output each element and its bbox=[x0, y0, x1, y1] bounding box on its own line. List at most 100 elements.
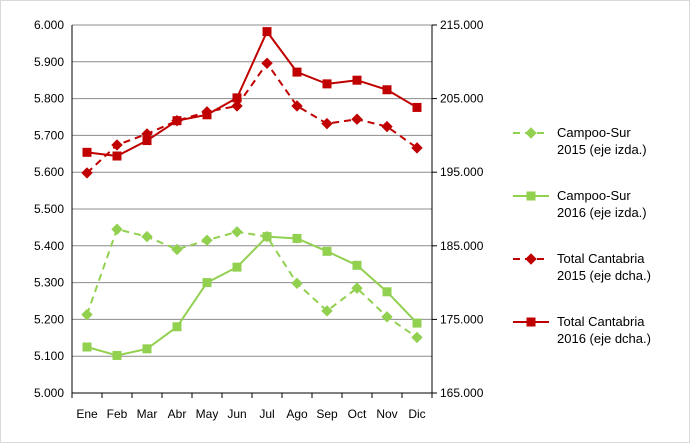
right-tick-label: 215.000 bbox=[440, 18, 484, 32]
data-point bbox=[321, 305, 333, 317]
data-point bbox=[322, 79, 332, 89]
x-tick-label: May bbox=[196, 407, 219, 421]
data-point bbox=[292, 67, 302, 77]
x-tick-label: Nov bbox=[376, 407, 397, 421]
series-line bbox=[86, 62, 418, 174]
series-line bbox=[86, 30, 418, 158]
data-point bbox=[112, 350, 122, 360]
x-tick-label: Jul bbox=[259, 407, 274, 421]
data-point bbox=[382, 287, 392, 297]
data-point bbox=[412, 102, 422, 112]
data-point bbox=[112, 151, 122, 161]
right-tick-label: 165.000 bbox=[440, 386, 484, 400]
left-tick-label: 5.600 bbox=[34, 165, 64, 179]
data-point bbox=[81, 308, 93, 321]
data-point bbox=[171, 243, 183, 256]
legend-entry: Campoo-Sur 2016 (eje izda.) bbox=[513, 188, 647, 220]
left-tick-label: 5.900 bbox=[34, 55, 64, 69]
legend-label: Total Cantabria bbox=[557, 314, 645, 329]
x-axis-ticks: Ene Feb Mar Abr May Jun Jul Ago Sep Oct Nov Dic bbox=[76, 407, 425, 421]
series-line bbox=[86, 228, 418, 339]
left-tick-label: 5.400 bbox=[34, 239, 64, 253]
data-point bbox=[201, 234, 213, 246]
legend-label: 2016 (eje dcha.) bbox=[557, 331, 651, 346]
left-tick-label: 5.700 bbox=[34, 128, 64, 142]
data-point bbox=[291, 277, 303, 290]
left-tick-label: 5.300 bbox=[34, 276, 64, 290]
legend-marker bbox=[526, 191, 536, 201]
axes bbox=[71, 24, 437, 398]
data-point bbox=[172, 116, 182, 126]
legend-label: 2015 (eje izda.) bbox=[557, 142, 647, 157]
data-point bbox=[231, 100, 243, 112]
data-point bbox=[352, 75, 362, 85]
data-point bbox=[261, 57, 273, 69]
data-point bbox=[262, 27, 272, 37]
legend: Campoo-Sur 2015 (eje izda.) Campoo-Sur 2016… bbox=[513, 125, 651, 346]
series-3 bbox=[81, 57, 423, 179]
data-point bbox=[142, 344, 152, 354]
data-point bbox=[291, 100, 303, 112]
data-point bbox=[351, 282, 363, 294]
x-tick-label: Ene bbox=[76, 407, 98, 421]
data-point bbox=[352, 260, 362, 270]
left-tick-label: 5.200 bbox=[34, 312, 64, 326]
data-point bbox=[292, 233, 302, 243]
legend-label: 2015 (eje dcha.) bbox=[557, 268, 651, 283]
data-point bbox=[82, 147, 92, 157]
right-tick-label: 205.000 bbox=[440, 92, 484, 106]
x-tick-label: Feb bbox=[107, 407, 128, 421]
legend-marker bbox=[525, 253, 537, 265]
data-point bbox=[231, 226, 243, 238]
data-point bbox=[262, 232, 272, 242]
left-tick-label: 5.100 bbox=[34, 349, 64, 363]
right-axis-ticks: 165.000 175.000 185.000 195.000 205.000 215.0… bbox=[440, 18, 484, 400]
x-tick-label: Ago bbox=[286, 407, 308, 421]
gridlines bbox=[72, 24, 432, 357]
legend-label: 2016 (eje izda.) bbox=[557, 205, 647, 220]
left-tick-label: 5.500 bbox=[34, 202, 64, 216]
data-point bbox=[81, 167, 93, 179]
data-point bbox=[202, 110, 212, 120]
series-line bbox=[86, 235, 418, 357]
legend-marker bbox=[525, 127, 537, 139]
data-point bbox=[141, 230, 153, 243]
data-point bbox=[321, 117, 333, 130]
x-tick-label: Mar bbox=[137, 407, 158, 421]
data-point bbox=[111, 139, 123, 151]
data-point bbox=[111, 223, 123, 235]
left-axis-ticks: 5.000 5.100 5.200 5.300 5.400 5.500 5.600 5.700… bbox=[34, 18, 64, 400]
series-group bbox=[81, 27, 423, 360]
data-point bbox=[382, 85, 392, 95]
series-1 bbox=[81, 223, 423, 344]
data-point bbox=[232, 93, 242, 103]
series-4 bbox=[82, 27, 422, 161]
data-point bbox=[412, 318, 422, 328]
data-point bbox=[82, 342, 92, 352]
right-tick-label: 185.000 bbox=[440, 239, 484, 253]
data-point bbox=[232, 262, 242, 272]
right-tick-label: 175.000 bbox=[440, 312, 484, 326]
series-2 bbox=[82, 232, 422, 360]
legend-label: Total Cantabria bbox=[557, 251, 645, 266]
legend-marker bbox=[526, 317, 536, 327]
legend-label: Campoo-Sur bbox=[557, 188, 631, 203]
data-point bbox=[322, 246, 332, 256]
data-point bbox=[351, 113, 363, 125]
legend-label: Campoo-Sur bbox=[557, 125, 631, 140]
x-tick-label: Dic bbox=[408, 407, 425, 421]
x-tick-label: Sep bbox=[316, 407, 338, 421]
left-tick-label: 5.800 bbox=[34, 92, 64, 106]
legend-entry: Total Cantabria 2016 (eje dcha.) bbox=[513, 314, 651, 346]
x-tick-label: Abr bbox=[168, 407, 187, 421]
x-tick-label: Oct bbox=[348, 407, 367, 421]
x-tick-label: Jun bbox=[227, 407, 246, 421]
data-point bbox=[381, 311, 393, 323]
legend-entry: Campoo-Sur 2015 (eje izda.) bbox=[513, 125, 647, 157]
data-point bbox=[142, 136, 152, 146]
legend-entry: Total Cantabria 2015 (eje dcha.) bbox=[513, 251, 651, 283]
data-point bbox=[411, 331, 423, 344]
data-point bbox=[381, 120, 393, 133]
